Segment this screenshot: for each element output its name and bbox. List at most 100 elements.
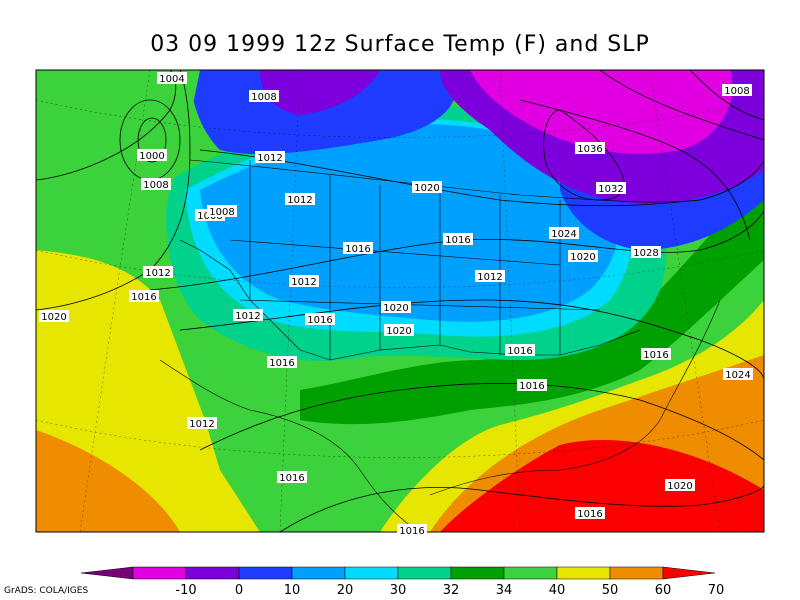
colorbar-tick-label: 50: [601, 583, 619, 598]
temp-band-0-10-north: [260, 70, 380, 115]
svg-text:1024: 1024: [725, 370, 750, 381]
svg-text:1016: 1016: [643, 350, 668, 361]
colorbar-box: [238, 566, 293, 580]
temp-band-60-70-west: [36, 430, 180, 532]
isobar-label: 1012: [285, 193, 315, 206]
colorbar-tick-label: 70: [707, 583, 725, 598]
isobar-label: 1012: [255, 151, 285, 164]
isobar-label: 1008: [722, 84, 752, 97]
isobar-label: 1012: [289, 275, 319, 288]
isobar-label: 1032: [596, 182, 626, 195]
temp-band-minus10-0: [470, 70, 733, 154]
colorbar-arrow-low: [80, 566, 134, 580]
isobar-label: 1020: [412, 181, 442, 194]
colorbar-box: [132, 566, 187, 580]
isobar-label: 1024: [549, 227, 579, 240]
isobar-label: 1000: [137, 149, 167, 162]
isobar-label: 1008: [249, 90, 279, 103]
colorbar-tick-label: 60: [654, 583, 672, 598]
isobar-label: 1008: [207, 205, 237, 218]
svg-text:1012: 1012: [189, 419, 214, 430]
svg-text:1036: 1036: [577, 144, 602, 155]
svg-text:1016: 1016: [519, 381, 544, 392]
graticule: [36, 70, 764, 532]
colorbar-tick-label: 32: [442, 583, 460, 598]
colorbar-arrow-high: [662, 566, 716, 580]
isobar-label: 1016: [575, 507, 605, 520]
colorbar-tick-label: 34: [495, 583, 513, 598]
temp-band-above-70: [440, 440, 764, 532]
isobar-label: 1016: [277, 471, 307, 484]
svg-text:1000: 1000: [139, 151, 164, 162]
svg-text:1004: 1004: [159, 74, 184, 85]
temp-band-20-30: [200, 124, 619, 322]
svg-text:1016: 1016: [399, 526, 424, 537]
colorbar-box: [291, 566, 346, 580]
isobar-label: 1016: [305, 313, 335, 326]
svg-text:1008: 1008: [143, 180, 168, 191]
colorbar-box: [344, 566, 399, 580]
svg-text:1020: 1020: [570, 252, 595, 263]
isobar-label: 1024: [723, 368, 753, 381]
svg-text:1008: 1008: [724, 86, 749, 97]
isobar-label: 1016: [443, 233, 473, 246]
svg-text:1012: 1012: [235, 311, 260, 322]
svg-text:1020: 1020: [41, 312, 66, 323]
isobar-label: 1016: [641, 348, 671, 361]
colorbar: [80, 566, 716, 580]
isobar-lines: [36, 70, 764, 532]
svg-text:1032: 1032: [598, 184, 623, 195]
colorbar-box: [185, 566, 240, 580]
svg-text:1016: 1016: [577, 509, 602, 520]
colorbar-box: [450, 566, 505, 580]
isobar-label: 1012: [475, 270, 505, 283]
svg-text:1028: 1028: [633, 248, 658, 259]
isobar-label: 1012: [187, 417, 217, 430]
isobar-label: 1012: [143, 266, 173, 279]
colorbar-tick-label: 30: [389, 583, 407, 598]
isobar-label: 1016: [267, 356, 297, 369]
colorbar-box: [556, 566, 611, 580]
colorbar-tick-label: 20: [336, 583, 354, 598]
svg-text:1020: 1020: [386, 326, 411, 337]
temp-band-40-50-west: [36, 70, 200, 250]
isobar-label: 1016: [129, 290, 159, 303]
svg-text:1012: 1012: [257, 153, 282, 164]
colorbar-box: [609, 566, 664, 580]
isobar-label: 1020: [384, 324, 414, 337]
colorbar-tick-label: -10: [175, 583, 197, 598]
svg-text:1012: 1012: [145, 268, 170, 279]
svg-text:1016: 1016: [279, 473, 304, 484]
colorbar-box: [397, 566, 452, 580]
grads-credit: GrADS: COLA/IGES: [4, 586, 89, 596]
svg-text:1012: 1012: [291, 277, 316, 288]
isobar-label: 1016: [343, 242, 373, 255]
svg-text:1012: 1012: [287, 195, 312, 206]
svg-text:1016: 1016: [345, 244, 370, 255]
svg-text:1020: 1020: [414, 183, 439, 194]
svg-text:1020: 1020: [383, 303, 408, 314]
svg-text:1016: 1016: [131, 292, 156, 303]
isobar-label: 1036: [575, 142, 605, 155]
colorbar-tick-label: 40: [548, 583, 566, 598]
map-title: 03 09 1999 12z Surface Temp (F) and SLP: [150, 32, 650, 57]
svg-text:1012: 1012: [477, 272, 502, 283]
svg-text:1016: 1016: [307, 315, 332, 326]
isobar-label: 1020: [568, 250, 598, 263]
svg-text:1016: 1016: [445, 235, 470, 246]
isobar-label: 1020: [39, 310, 69, 323]
colorbar-tick-label: 10: [283, 583, 301, 598]
isobar-label: 1008: [141, 178, 171, 191]
isobar-label: 1016: [397, 524, 427, 537]
svg-text:1016: 1016: [507, 346, 532, 357]
svg-text:1020: 1020: [667, 481, 692, 492]
temp-band-34-40: [300, 180, 764, 425]
colorbar-box: [503, 566, 558, 580]
colorbar-tick-label: 0: [234, 583, 244, 598]
isobar-label: 1016: [517, 379, 547, 392]
svg-text:1008: 1008: [251, 92, 276, 103]
svg-text:1024: 1024: [551, 229, 576, 240]
isobar-label: 1020: [381, 301, 411, 314]
isobar-label: 1020: [665, 479, 695, 492]
isobar-labels: 1004 1008 1000 1008 1012 1012 1020 1036 1032 1008…: [39, 72, 753, 537]
